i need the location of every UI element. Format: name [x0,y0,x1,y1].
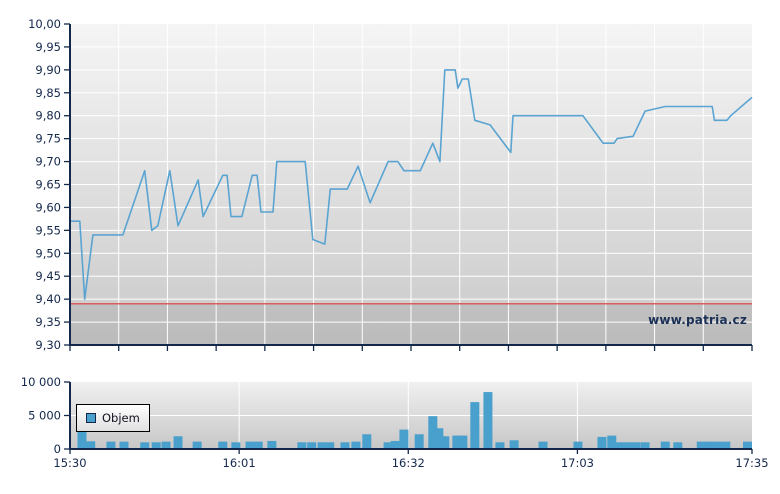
volume-bar [615,442,625,449]
price-y-tick-label: 9,30 [35,338,61,352]
volume-bar [712,441,722,449]
volume-bar [297,442,307,449]
price-y-tick-label: 9,65 [35,178,61,192]
price-panel: 9,30 9,35 9,40 9,45 9,50 9,55 9,60 9,65 9,70 9,75… [28,17,753,352]
volume-y-tick-label: 5 000 [28,409,61,423]
price-y-tick-label: 9,45 [35,269,61,283]
volume-bar [704,441,714,449]
volume-bar [470,402,480,449]
volume-bar [440,436,450,449]
volume-bar [362,434,372,449]
price-y-tick-label: 9,75 [35,132,61,146]
volume-bar [623,442,633,449]
price-y-tick-label: 9,50 [35,246,61,260]
price-y-tick-label: 9,80 [35,109,61,123]
volume-bar [428,416,438,449]
volume-bar [267,440,277,449]
volume-bar [399,429,409,449]
volume-bar [483,392,493,449]
volume-bar [119,441,129,449]
volume-bar [218,441,228,449]
volume-legend: Objem [76,404,150,432]
volume-bar [597,436,607,449]
price-y-tick-label: 9,40 [35,292,61,306]
volume-y-tick-label: 0 [54,442,61,456]
time-axis-label: 17:35 [735,456,768,470]
volume-bar [631,442,641,449]
volume-bar [414,434,424,449]
price-y-tick-label: 9,95 [35,40,61,54]
volume-bar [673,442,683,449]
price-y-tick-label: 9,35 [35,315,61,329]
volume-bar [573,441,583,449]
time-axis-label: 16:32 [392,456,425,470]
volume-bar [495,442,505,449]
time-axis-label: 16:01 [223,456,256,470]
volume-legend-label: Objem [102,411,140,425]
volume-bar [640,442,650,449]
price-y-tick-label: 9,85 [35,86,61,100]
volume-bar [253,441,263,449]
watermark-text: www.patria.cz [648,313,747,327]
price-y-tick-label: 10,00 [28,17,61,31]
volume-bar [696,441,706,449]
volume-bar [231,442,241,449]
volume-bar [351,441,361,449]
price-y-tick-label: 9,55 [35,223,61,237]
volume-bar [140,442,150,449]
volume-bar [77,429,87,449]
volume-bar [192,441,202,449]
price-line [70,69,753,300]
price-y-tick-label: 9,70 [35,155,61,169]
volume-bar [383,442,393,449]
price-y-tick-label: 9,60 [35,200,61,214]
volume-bar [538,441,548,449]
volume-panel: 0 5 000 10 000 15:30 16:01 16:32 17:03 17:35 [21,375,769,470]
volume-bar [173,436,183,449]
volume-bar [325,442,335,449]
volume-bar [434,428,444,449]
volume-bar [106,441,116,449]
volume-bar [452,435,462,449]
volume-legend-swatch-icon [86,413,96,423]
volume-bar [245,441,255,449]
volume-bar [458,435,468,449]
time-axis-label: 15:30 [53,456,86,470]
volume-bar [660,441,670,449]
volume-bar [151,442,161,449]
time-axis-label: 17:03 [561,456,594,470]
volume-bar [607,435,617,449]
volume-bar [307,442,317,449]
volume-bar [390,440,400,449]
volume-bar [509,440,519,449]
volume-bar [721,441,731,449]
volume-bar [86,441,96,449]
volume-bar [161,441,171,449]
volume-bar [340,442,350,449]
price-y-tick-label: 9,90 [35,63,61,77]
volume-y-tick-label: 10 000 [21,375,61,389]
volume-bar [743,441,752,449]
volume-bar [317,442,327,449]
